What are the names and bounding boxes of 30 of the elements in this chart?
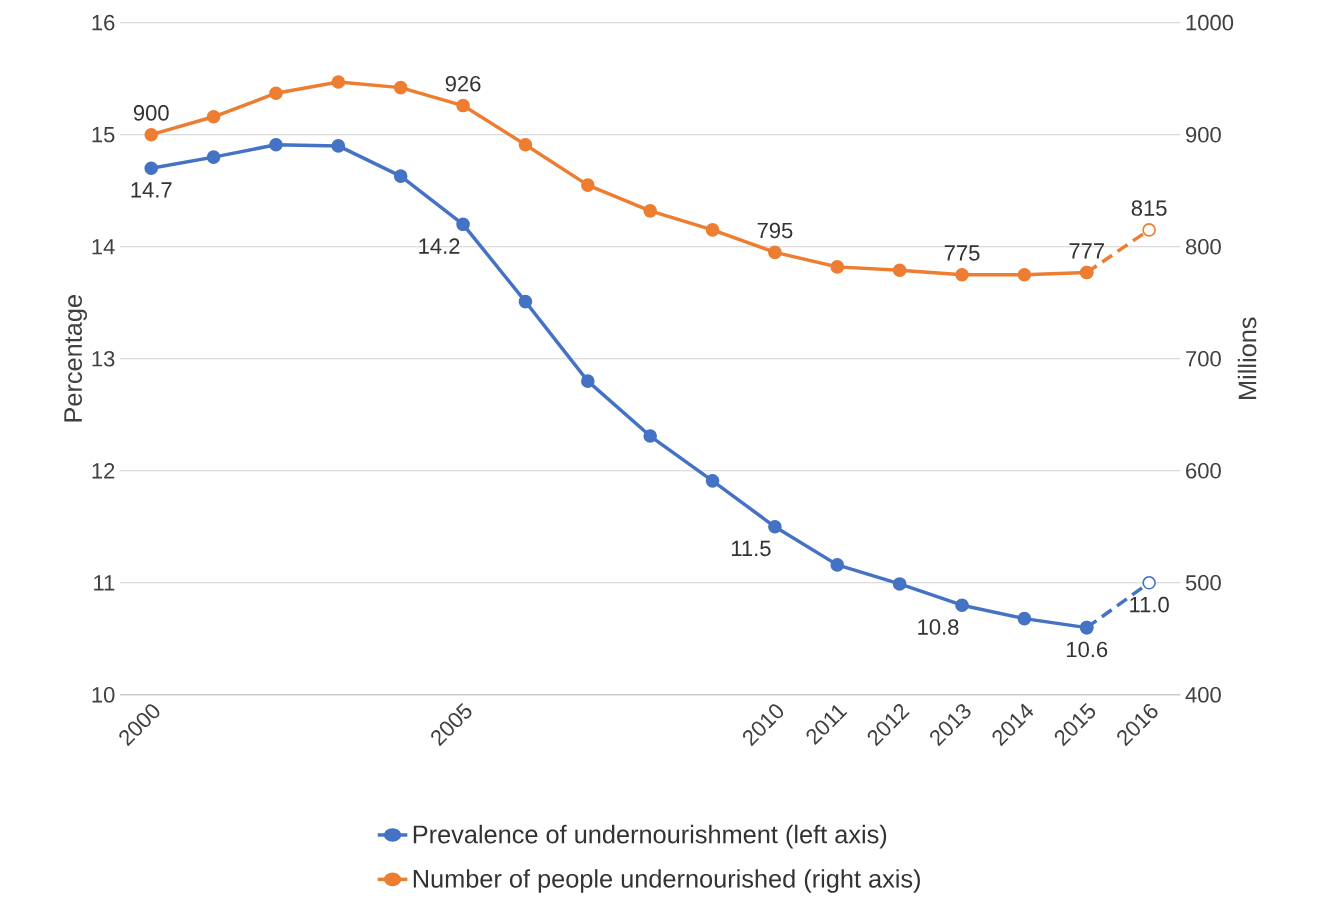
data-label: 11.0 bbox=[1130, 596, 1169, 613]
legend-label: Number of people undernourished (right axis) bbox=[413, 869, 920, 893]
y-tick-label: 16 bbox=[92, 14, 115, 31]
legend-label: Prevalence of undernourishment (left axis) bbox=[413, 824, 887, 849]
y2-tick-label: 500 bbox=[1185, 575, 1221, 591]
y-tick-label: 12 bbox=[92, 463, 115, 479]
data-label: 815 bbox=[1131, 200, 1167, 216]
y2-tick-label: 1000 bbox=[1186, 14, 1234, 31]
y2-tick-label: 900 bbox=[1186, 126, 1221, 143]
y-tick-label: 13 bbox=[92, 351, 115, 367]
data-label: 900 bbox=[133, 105, 169, 121]
data-label: 14.2 bbox=[419, 238, 460, 254]
y-tick-label: 11 bbox=[94, 575, 115, 591]
data-label: 926 bbox=[445, 75, 481, 92]
y-axis-title: Percentage bbox=[64, 295, 88, 422]
y2-axis-title: Millions bbox=[1237, 317, 1257, 399]
data-label: 10.6 bbox=[1067, 641, 1108, 658]
data-label: 10.8 bbox=[918, 619, 959, 635]
data-label: 14.7 bbox=[131, 182, 172, 198]
y2-tick-label: 700 bbox=[1186, 351, 1221, 367]
data-label: 795 bbox=[757, 222, 793, 239]
data-label: 11.5 bbox=[731, 540, 771, 557]
data-label: 775 bbox=[944, 245, 980, 261]
y-tick-label: 14 bbox=[92, 239, 115, 255]
y-tick-label: 10 bbox=[92, 687, 115, 703]
y-tick-label: 15 bbox=[92, 127, 115, 143]
y2-tick-label: 400 bbox=[1185, 687, 1221, 703]
y2-tick-label: 800 bbox=[1185, 238, 1221, 255]
y2-tick-label: 600 bbox=[1186, 463, 1221, 479]
data-label: 777 bbox=[1069, 243, 1104, 259]
